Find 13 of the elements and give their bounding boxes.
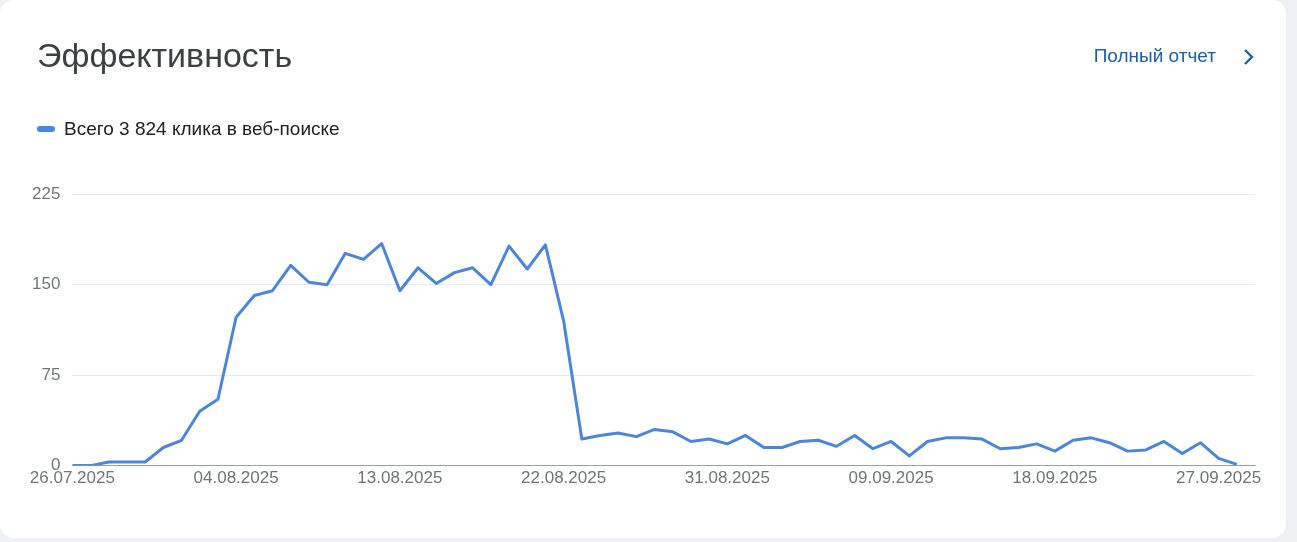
y-tick-label: 150 xyxy=(31,274,61,294)
y-tick-label: 75 xyxy=(41,364,61,384)
x-tick-label: 27.09.2025 xyxy=(1176,468,1262,488)
x-tick-label: 18.09.2025 xyxy=(1012,468,1098,488)
x-tick-label: 13.08.2025 xyxy=(357,468,443,488)
x-tick-label: 31.08.2025 xyxy=(684,468,770,488)
x-tick-label: 22.08.2025 xyxy=(521,468,607,488)
chart-title: Эффективность xyxy=(37,36,293,75)
y-tick-label: 225 xyxy=(31,183,61,203)
x-tick-label: 09.09.2025 xyxy=(848,468,934,488)
x-tick-label: 04.08.2025 xyxy=(193,468,279,488)
legend-label: Всего 3 824 клика в веб-поиске xyxy=(64,118,340,140)
text: Полный отчет xyxy=(1093,45,1216,67)
